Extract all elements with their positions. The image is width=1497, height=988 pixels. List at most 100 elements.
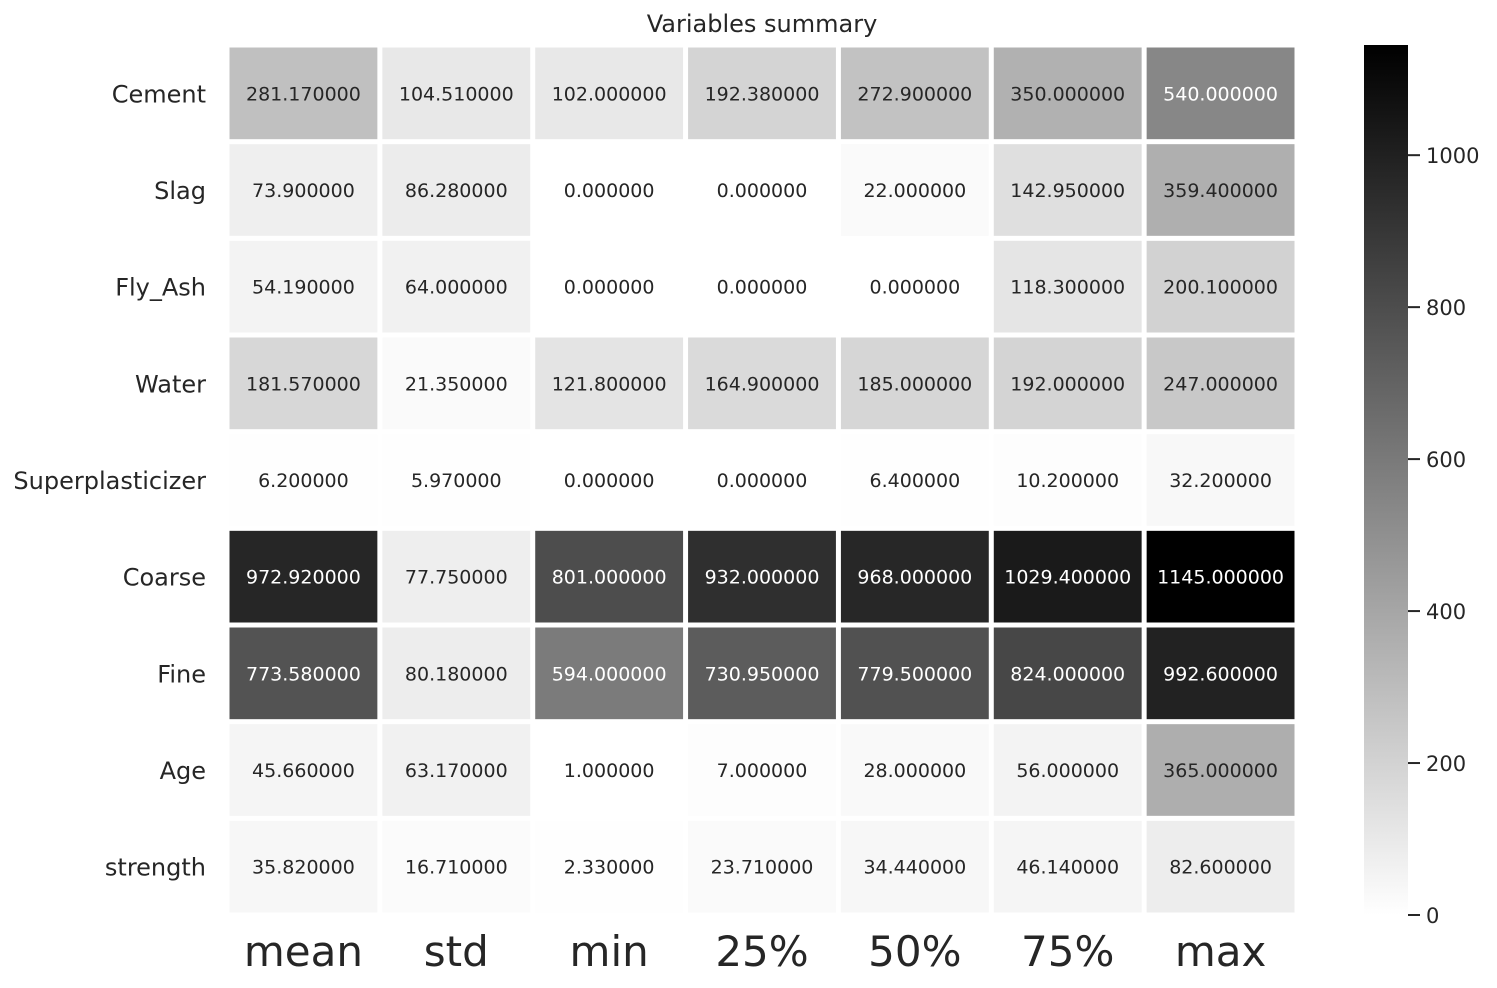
heatmap-cell — [229, 337, 378, 430]
heatmap-cell — [229, 627, 378, 720]
cell-value-label: 1145.000000 — [1157, 567, 1284, 589]
cell-value-label: 824.000000 — [1010, 663, 1125, 685]
heatmap-cell — [993, 820, 1142, 913]
cell-value-label: 972.920000 — [246, 567, 361, 589]
cell-value-label: 142.950000 — [1010, 180, 1125, 202]
heatmap-cell — [840, 47, 989, 140]
heatmap-cell — [993, 337, 1142, 430]
heatmap-cell — [229, 47, 378, 140]
column-label: max — [1175, 927, 1267, 976]
heatmap-cell — [1146, 240, 1295, 333]
heatmap-cell — [840, 724, 989, 816]
row-label: Water — [135, 370, 206, 398]
heatmap-cell — [535, 47, 684, 140]
heatmap-cell — [382, 530, 531, 623]
cell-value-label: 64.000000 — [405, 277, 508, 299]
heatmap-cell — [688, 530, 836, 623]
column-label: mean — [244, 927, 363, 976]
cell-value-label: 1029.400000 — [1004, 567, 1131, 589]
cell-value-label: 350.000000 — [1010, 83, 1125, 105]
heatmap-cell — [840, 627, 989, 720]
colorbar-tick-label: 400 — [1426, 600, 1466, 624]
cell-value-label: 730.950000 — [705, 663, 820, 685]
cell-value-label: 6.400000 — [870, 470, 961, 492]
cell-value-label: 118.300000 — [1010, 277, 1125, 299]
row-label: Superplasticizer — [13, 467, 206, 495]
heatmap-cell — [229, 530, 378, 623]
heatmap-cell — [229, 240, 378, 333]
cell-value-label: 45.660000 — [252, 760, 355, 782]
cell-value-label: 801.000000 — [552, 567, 667, 589]
heatmap-cell — [993, 627, 1142, 720]
cell-value-label: 16.710000 — [405, 857, 508, 879]
cell-value-label: 0.000000 — [717, 470, 808, 492]
cell-value-label: 22.000000 — [863, 180, 966, 202]
heatmap-cell — [1146, 337, 1295, 430]
heatmap-cell — [688, 627, 836, 720]
cell-value-label: 7.000000 — [717, 760, 808, 782]
row-label: Cement — [112, 80, 206, 108]
cell-value-label: 21.350000 — [405, 373, 508, 395]
heatmap-cell — [688, 47, 836, 140]
heatmap-cell — [688, 434, 836, 526]
heatmap-cell — [535, 724, 684, 816]
cell-value-label: 28.000000 — [863, 760, 966, 782]
column-label: 50% — [868, 927, 961, 976]
cell-value-label: 121.800000 — [552, 373, 667, 395]
cell-value-label: 80.180000 — [405, 663, 508, 685]
heatmap-cell — [382, 337, 531, 430]
cell-value-label: 779.500000 — [857, 663, 972, 685]
row-labels: Cement Slag Fly_Ash Water Superplasticizer Co… — [13, 80, 206, 881]
heatmap-cell — [1146, 530, 1295, 623]
heatmap-cell — [535, 627, 684, 720]
row-label: Fine — [157, 660, 206, 688]
colorbar-gradient — [1364, 45, 1408, 915]
heatmap-cell — [1146, 627, 1295, 720]
heatmap-cell — [535, 144, 684, 236]
heatmap-cell — [993, 724, 1142, 816]
heatmap-cell — [229, 724, 378, 816]
cell-value-label: 0.000000 — [564, 470, 655, 492]
cell-value-label: 365.000000 — [1163, 760, 1278, 782]
colorbar-tick-label: 800 — [1426, 296, 1466, 320]
heatmap-cell — [229, 820, 378, 913]
cell-value-label: 192.380000 — [705, 83, 820, 105]
heatmap-cell — [840, 337, 989, 430]
heatmap-cell — [1146, 434, 1295, 526]
cell-value-label: 32.200000 — [1169, 470, 1272, 492]
cell-value-label: 5.970000 — [411, 470, 502, 492]
heatmap-cell — [688, 724, 836, 816]
heatmap-cell — [688, 240, 836, 333]
row-label: strength — [105, 854, 206, 882]
cell-value-label: 86.280000 — [405, 180, 508, 202]
cell-value-label: 192.000000 — [1010, 373, 1125, 395]
heatmap-cell — [840, 434, 989, 526]
colorbar-tick-label: 600 — [1426, 448, 1466, 472]
heatmap-cell — [229, 144, 378, 236]
heatmap-cell — [382, 144, 531, 236]
heatmap-cell — [382, 434, 531, 526]
column-label: std — [424, 927, 489, 976]
heatmap-cell — [993, 144, 1142, 236]
cell-value-label: 56.000000 — [1016, 760, 1119, 782]
heatmap-cell — [1146, 47, 1295, 140]
cell-value-label: 35.820000 — [252, 857, 355, 879]
cell-value-label: 0.000000 — [717, 180, 808, 202]
heatmap-cell — [1146, 144, 1295, 236]
heatmap-cell — [688, 144, 836, 236]
cell-value-label: 46.140000 — [1016, 857, 1119, 879]
heatmap-cell — [229, 434, 378, 526]
heatmap-cell — [688, 820, 836, 913]
heatmap-cell — [382, 820, 531, 913]
cell-value-label: 968.000000 — [857, 567, 972, 589]
heatmap-cell — [840, 144, 989, 236]
cell-value-label: 992.600000 — [1163, 663, 1278, 685]
cell-value-label: 0.000000 — [717, 277, 808, 299]
row-label: Slag — [154, 177, 206, 205]
cell-value-label: 272.900000 — [857, 83, 972, 105]
colorbar-tick-label: 200 — [1426, 752, 1466, 776]
heatmap-cell — [1146, 820, 1295, 913]
heatmap-cell — [382, 47, 531, 140]
cell-value-label: 2.330000 — [564, 857, 655, 879]
heatmap-cell — [535, 434, 684, 526]
